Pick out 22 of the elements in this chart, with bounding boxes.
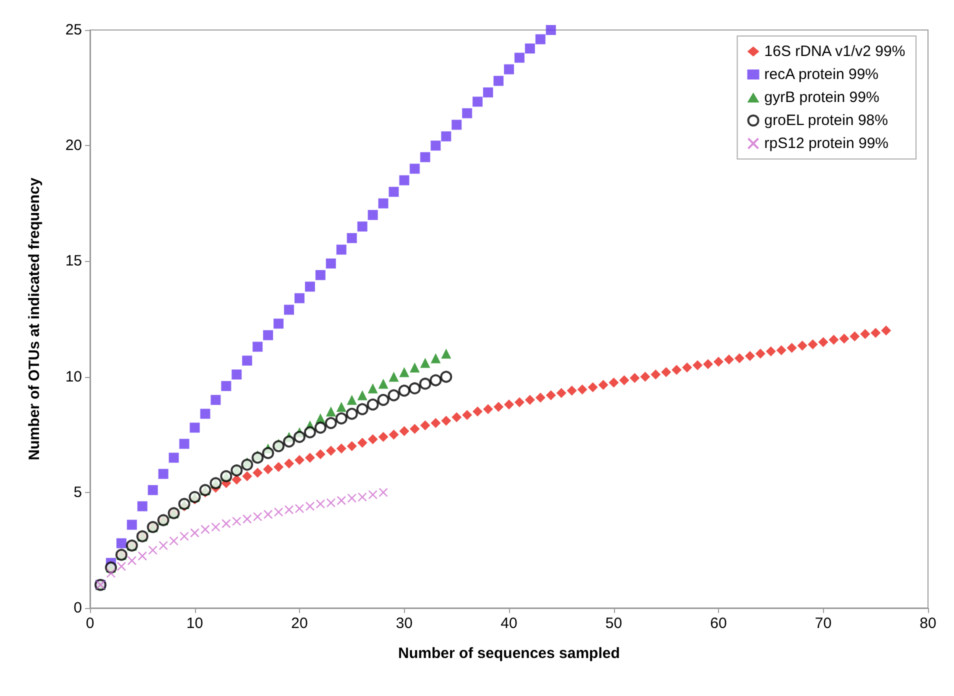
x-tick-label: 0 [86,615,94,632]
x-tick-label: 50 [605,615,622,632]
x-axis-title: Number of sequences sampled [398,645,620,662]
x-tick-label: 10 [186,615,204,632]
legend-label: recA protein 99% [764,66,879,83]
y-tick-label: 20 [65,137,82,154]
legend-label: groEL protein 98% [764,112,888,129]
legend-label: 16S rDNA v1/v2 99% [764,43,906,60]
x-tick-label: 20 [291,615,308,632]
x-tick-label: 70 [814,615,832,632]
y-axis-title: Number of OTUs at indicated frequency [26,177,43,460]
x-tick-label: 60 [710,615,727,632]
x-tick-label: 30 [396,615,413,632]
x-tick-label: 80 [920,615,936,632]
y-tick-label: 15 [65,252,82,270]
x-tick-label: 40 [500,615,518,632]
y-tick-label: 0 [74,600,82,616]
y-tick-label: 5 [74,484,82,501]
y-tick-label: 25 [65,22,82,38]
legend-label: rpS12 protein 99% [764,135,889,152]
y-tick-label: 10 [65,368,82,386]
legend-label: gyrB protein 99% [764,89,880,106]
